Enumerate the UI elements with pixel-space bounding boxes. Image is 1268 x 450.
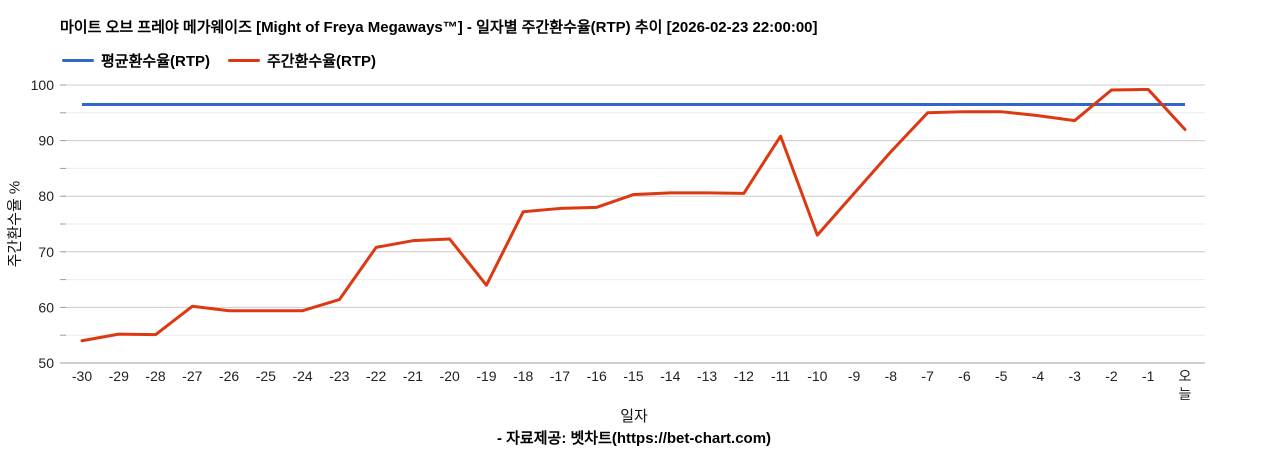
- y-tick-label: 80: [38, 188, 54, 204]
- y-tick-label: 50: [38, 355, 54, 371]
- x-tick-label: -26: [219, 368, 239, 384]
- x-tick-label: -8: [885, 368, 898, 384]
- x-tick-label: -2: [1105, 368, 1118, 384]
- legend-item-weekly-rtp: 주간환수율(RTP): [228, 50, 376, 71]
- x-axis-tick-labels: -30 -29 -28 -27 -26 -25 -24 -23 -22 -21 -20 -19 -18 -…: [72, 368, 1192, 402]
- x-tick-label: -28: [145, 368, 165, 384]
- x-tick-label: -20: [440, 368, 460, 384]
- x-tick-label: -17: [550, 368, 570, 384]
- x-tick-label: -7: [921, 368, 934, 384]
- x-tick-label: -1: [1142, 368, 1155, 384]
- legend-label-average-rtp: 평균환수율(RTP): [101, 53, 210, 70]
- x-tick-label: -23: [329, 368, 349, 384]
- gridlines: [63, 84, 1205, 364]
- x-tick-label: -3: [1068, 368, 1081, 384]
- y-tick-label: 70: [38, 244, 54, 260]
- x-tick-label: -4: [1032, 368, 1045, 384]
- x-tick-label: -22: [366, 368, 386, 384]
- x-tick-label: -14: [660, 368, 680, 384]
- x-tick-label: -25: [256, 368, 276, 384]
- x-tick-label: -24: [292, 368, 312, 384]
- x-tick-label: -13: [697, 368, 717, 384]
- weekly-rtp-line: [80, 87, 1187, 343]
- x-tick-label: -30: [72, 368, 92, 384]
- y-tick-label: 60: [38, 299, 54, 315]
- x-tick-label: -19: [476, 368, 496, 384]
- x-tick-label: -11: [771, 368, 790, 384]
- x-tick-label: -6: [958, 368, 971, 384]
- legend-item-average-rtp: 평균환수율(RTP): [62, 50, 210, 71]
- y-tick-label: 90: [38, 133, 54, 149]
- series-lines: [80, 87, 1187, 343]
- y-axis-tick-labels: 50 60 70 80 90 100: [31, 77, 55, 371]
- data-source-credit: - 자료제공: 벳차트(https://bet-chart.com): [496, 430, 772, 447]
- legend-label-weekly-rtp: 주간환수율(RTP): [267, 53, 376, 70]
- x-tick-label: -16: [587, 368, 607, 384]
- x-tick-label: -5: [995, 368, 1008, 384]
- chart-title: 마이트 오브 프레야 메가웨이즈 [Might of Freya Megaway…: [60, 19, 818, 36]
- chart-legend: 평균환수율(RTP) 주간환수율(RTP): [62, 50, 376, 71]
- x-tick-label: -12: [734, 368, 754, 384]
- x-tick-label: -9: [848, 368, 861, 384]
- weekly-rtp-line-swatch: [228, 59, 260, 62]
- x-tick-label-today: 늘: [1179, 386, 1192, 402]
- x-tick-label: -29: [109, 368, 129, 384]
- x-tick-label-today: 오: [1179, 368, 1192, 384]
- x-tick-label: -27: [182, 368, 202, 384]
- y-axis-ticks: [60, 84, 66, 364]
- x-tick-label: -10: [807, 368, 827, 384]
- average-rtp-line-swatch: [62, 59, 94, 62]
- x-tick-label: -15: [623, 368, 643, 384]
- x-axis-title: 일자: [620, 408, 648, 425]
- x-tick-label: -21: [403, 368, 423, 384]
- x-tick-label: -18: [513, 368, 533, 384]
- y-tick-label: 100: [31, 77, 55, 93]
- y-axis-title: 주간환수율 %: [6, 180, 24, 268]
